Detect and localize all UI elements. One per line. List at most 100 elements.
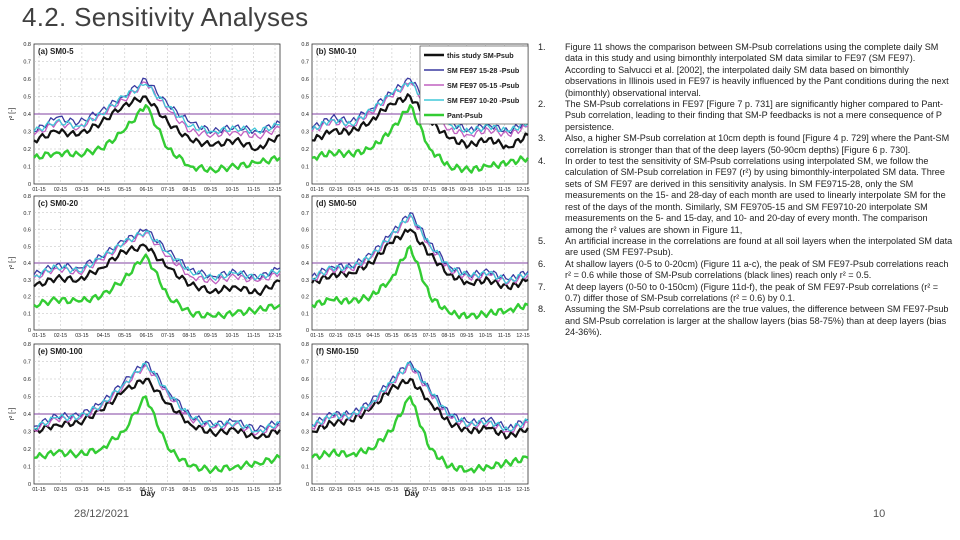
y-tick-label: 0.7 xyxy=(301,211,309,217)
series-line xyxy=(311,104,530,174)
y-tick-label: 0.6 xyxy=(301,377,309,383)
x-tick-label: 06-15 xyxy=(140,187,153,193)
y-tick-label: 0.1 xyxy=(301,165,309,171)
series-line xyxy=(33,230,281,281)
x-tick-label: 04-15 xyxy=(367,187,380,193)
x-tick-label: 09-15 xyxy=(204,333,217,339)
x-tick-label: 11-15 xyxy=(247,333,260,339)
x-tick-label: 02-15 xyxy=(54,187,67,193)
y-tick-label: 0.3 xyxy=(301,130,309,136)
y-tick-label: 0.8 xyxy=(301,342,309,348)
x-tick-label: 01-15 xyxy=(310,487,323,493)
y-tick-label: 0.1 xyxy=(23,311,31,317)
x-tick-label: 08-15 xyxy=(183,187,196,193)
y-tick-label: 0.3 xyxy=(23,430,31,436)
x-tick-label: 12-15 xyxy=(268,333,281,339)
y-tick-label: 0.1 xyxy=(301,311,309,317)
x-tick-label: 01-15 xyxy=(310,333,323,339)
x-tick-label: 03-15 xyxy=(75,187,88,193)
x-tick-label: 03-15 xyxy=(348,333,361,339)
page-number: 10 xyxy=(873,508,886,520)
series-line xyxy=(33,395,281,474)
y-tick-label: 0.8 xyxy=(23,342,31,348)
series-line xyxy=(33,253,281,320)
x-tick-label: 03-15 xyxy=(348,187,361,193)
x-tick-label: 03-15 xyxy=(348,487,361,493)
y-tick-label: 0.2 xyxy=(23,147,31,153)
x-tick-label: 10-15 xyxy=(479,487,492,493)
slide-title: 4.2. Sensitivity Analyses xyxy=(22,2,309,32)
y-tick-label: 0.6 xyxy=(23,228,31,234)
x-tick-label: 07-15 xyxy=(161,333,174,339)
y-tick-label: 0.5 xyxy=(301,95,309,101)
x-tick-label: 09-15 xyxy=(460,333,473,339)
x-tick-label: 05-15 xyxy=(118,187,131,193)
x-tick-label: 05-15 xyxy=(118,333,131,339)
x-tick-label: 05-15 xyxy=(385,187,398,193)
y-tick-label: 0.6 xyxy=(23,77,31,83)
note-text: In order to test the sensitivity of SM-P… xyxy=(565,156,946,235)
x-tick-label: 10-15 xyxy=(479,333,492,339)
y-tick-label: 0 xyxy=(306,328,309,334)
x-tick-label: 10-15 xyxy=(225,487,238,493)
y-tick-label: 0 xyxy=(28,328,31,334)
series-line xyxy=(33,81,281,140)
note-number: 4. xyxy=(538,156,546,167)
y-tick-label: 0.6 xyxy=(301,228,309,234)
legend-label: SM FE97 15-28 -Psub xyxy=(447,66,520,75)
y-tick-label: 0.8 xyxy=(301,42,309,48)
y-tick-label: 0.2 xyxy=(301,295,309,301)
x-axis-label: Day xyxy=(405,489,420,498)
x-tick-label: 06-15 xyxy=(140,333,153,339)
series-line xyxy=(33,77,281,135)
x-tick-label: 12-15 xyxy=(268,187,281,193)
note-text: Figure 11 shows the comparison between S… xyxy=(565,42,949,98)
series-line xyxy=(311,360,529,431)
note-text: An artificial increase in the correlatio… xyxy=(565,235,953,258)
x-tick-label: 12-15 xyxy=(268,487,281,493)
y-tick-label: 0.1 xyxy=(23,165,31,171)
notes-list: 1. Figure 11 shows the comparison between… xyxy=(538,42,956,339)
y-tick-label: 0.4 xyxy=(301,412,309,418)
x-tick-label: 11-15 xyxy=(247,487,260,493)
x-tick-label: 04-15 xyxy=(367,333,380,339)
x-tick-label: 07-15 xyxy=(423,333,436,339)
legend-label: SM FE97 05-15 -Psub xyxy=(447,81,520,90)
y-axis-label: r² [-] xyxy=(9,108,16,121)
series-line xyxy=(33,243,281,296)
note-item: 4. In order to test the sensitivity of SM… xyxy=(538,156,956,236)
x-tick-label: 02-15 xyxy=(54,333,67,339)
y-tick-label: 0.8 xyxy=(23,194,31,200)
sensitivity-figure: 00.10.20.30.40.50.60.70.801-15 02-15 03-15… xyxy=(9,42,530,498)
note-item: 5. An artificial increase in the correlat… xyxy=(538,236,956,259)
y-tick-label: 0.3 xyxy=(301,430,309,436)
y-tick-label: 0.3 xyxy=(23,130,31,136)
y-tick-label: 0 xyxy=(28,482,31,488)
note-text: At shallow layers (0-5 to 0-20cm) (Figur… xyxy=(565,258,949,281)
y-tick-label: 0 xyxy=(306,182,309,188)
chart-panel: 0 0.1 0.2 0.3 0.4 0.5 0.6 0.7 0.8 01-15 02-15 03-15… xyxy=(9,194,282,339)
series-line xyxy=(33,360,281,432)
series-line xyxy=(33,362,281,434)
x-tick-label: 09-15 xyxy=(460,487,473,493)
x-tick-label: 08-15 xyxy=(183,487,196,493)
series-line xyxy=(311,361,529,432)
note-number: 8. xyxy=(538,304,546,315)
note-number: 2. xyxy=(538,99,546,110)
y-tick-label: 0 xyxy=(306,482,309,488)
x-tick-label: 09-15 xyxy=(204,187,217,193)
x-tick-label: 07-15 xyxy=(161,187,174,193)
x-tick-label: 05-15 xyxy=(385,333,398,339)
y-tick-label: 0.7 xyxy=(301,60,309,66)
series-line xyxy=(311,395,529,474)
x-tick-label: 09-15 xyxy=(460,187,473,193)
panel-label: (e) SM0-100 xyxy=(38,347,83,356)
y-tick-label: 0.4 xyxy=(301,112,309,118)
x-tick-label: 04-15 xyxy=(367,487,380,493)
note-number: 3. xyxy=(538,133,546,144)
note-text: Assuming the SM-Psub correlations are th… xyxy=(565,304,949,338)
note-item: 6. At shallow layers (0-5 to 0-20cm) (Fig… xyxy=(538,259,956,282)
y-tick-label: 0.7 xyxy=(23,211,31,217)
x-tick-label: 05-15 xyxy=(385,487,398,493)
x-tick-label: 01-15 xyxy=(32,333,45,339)
